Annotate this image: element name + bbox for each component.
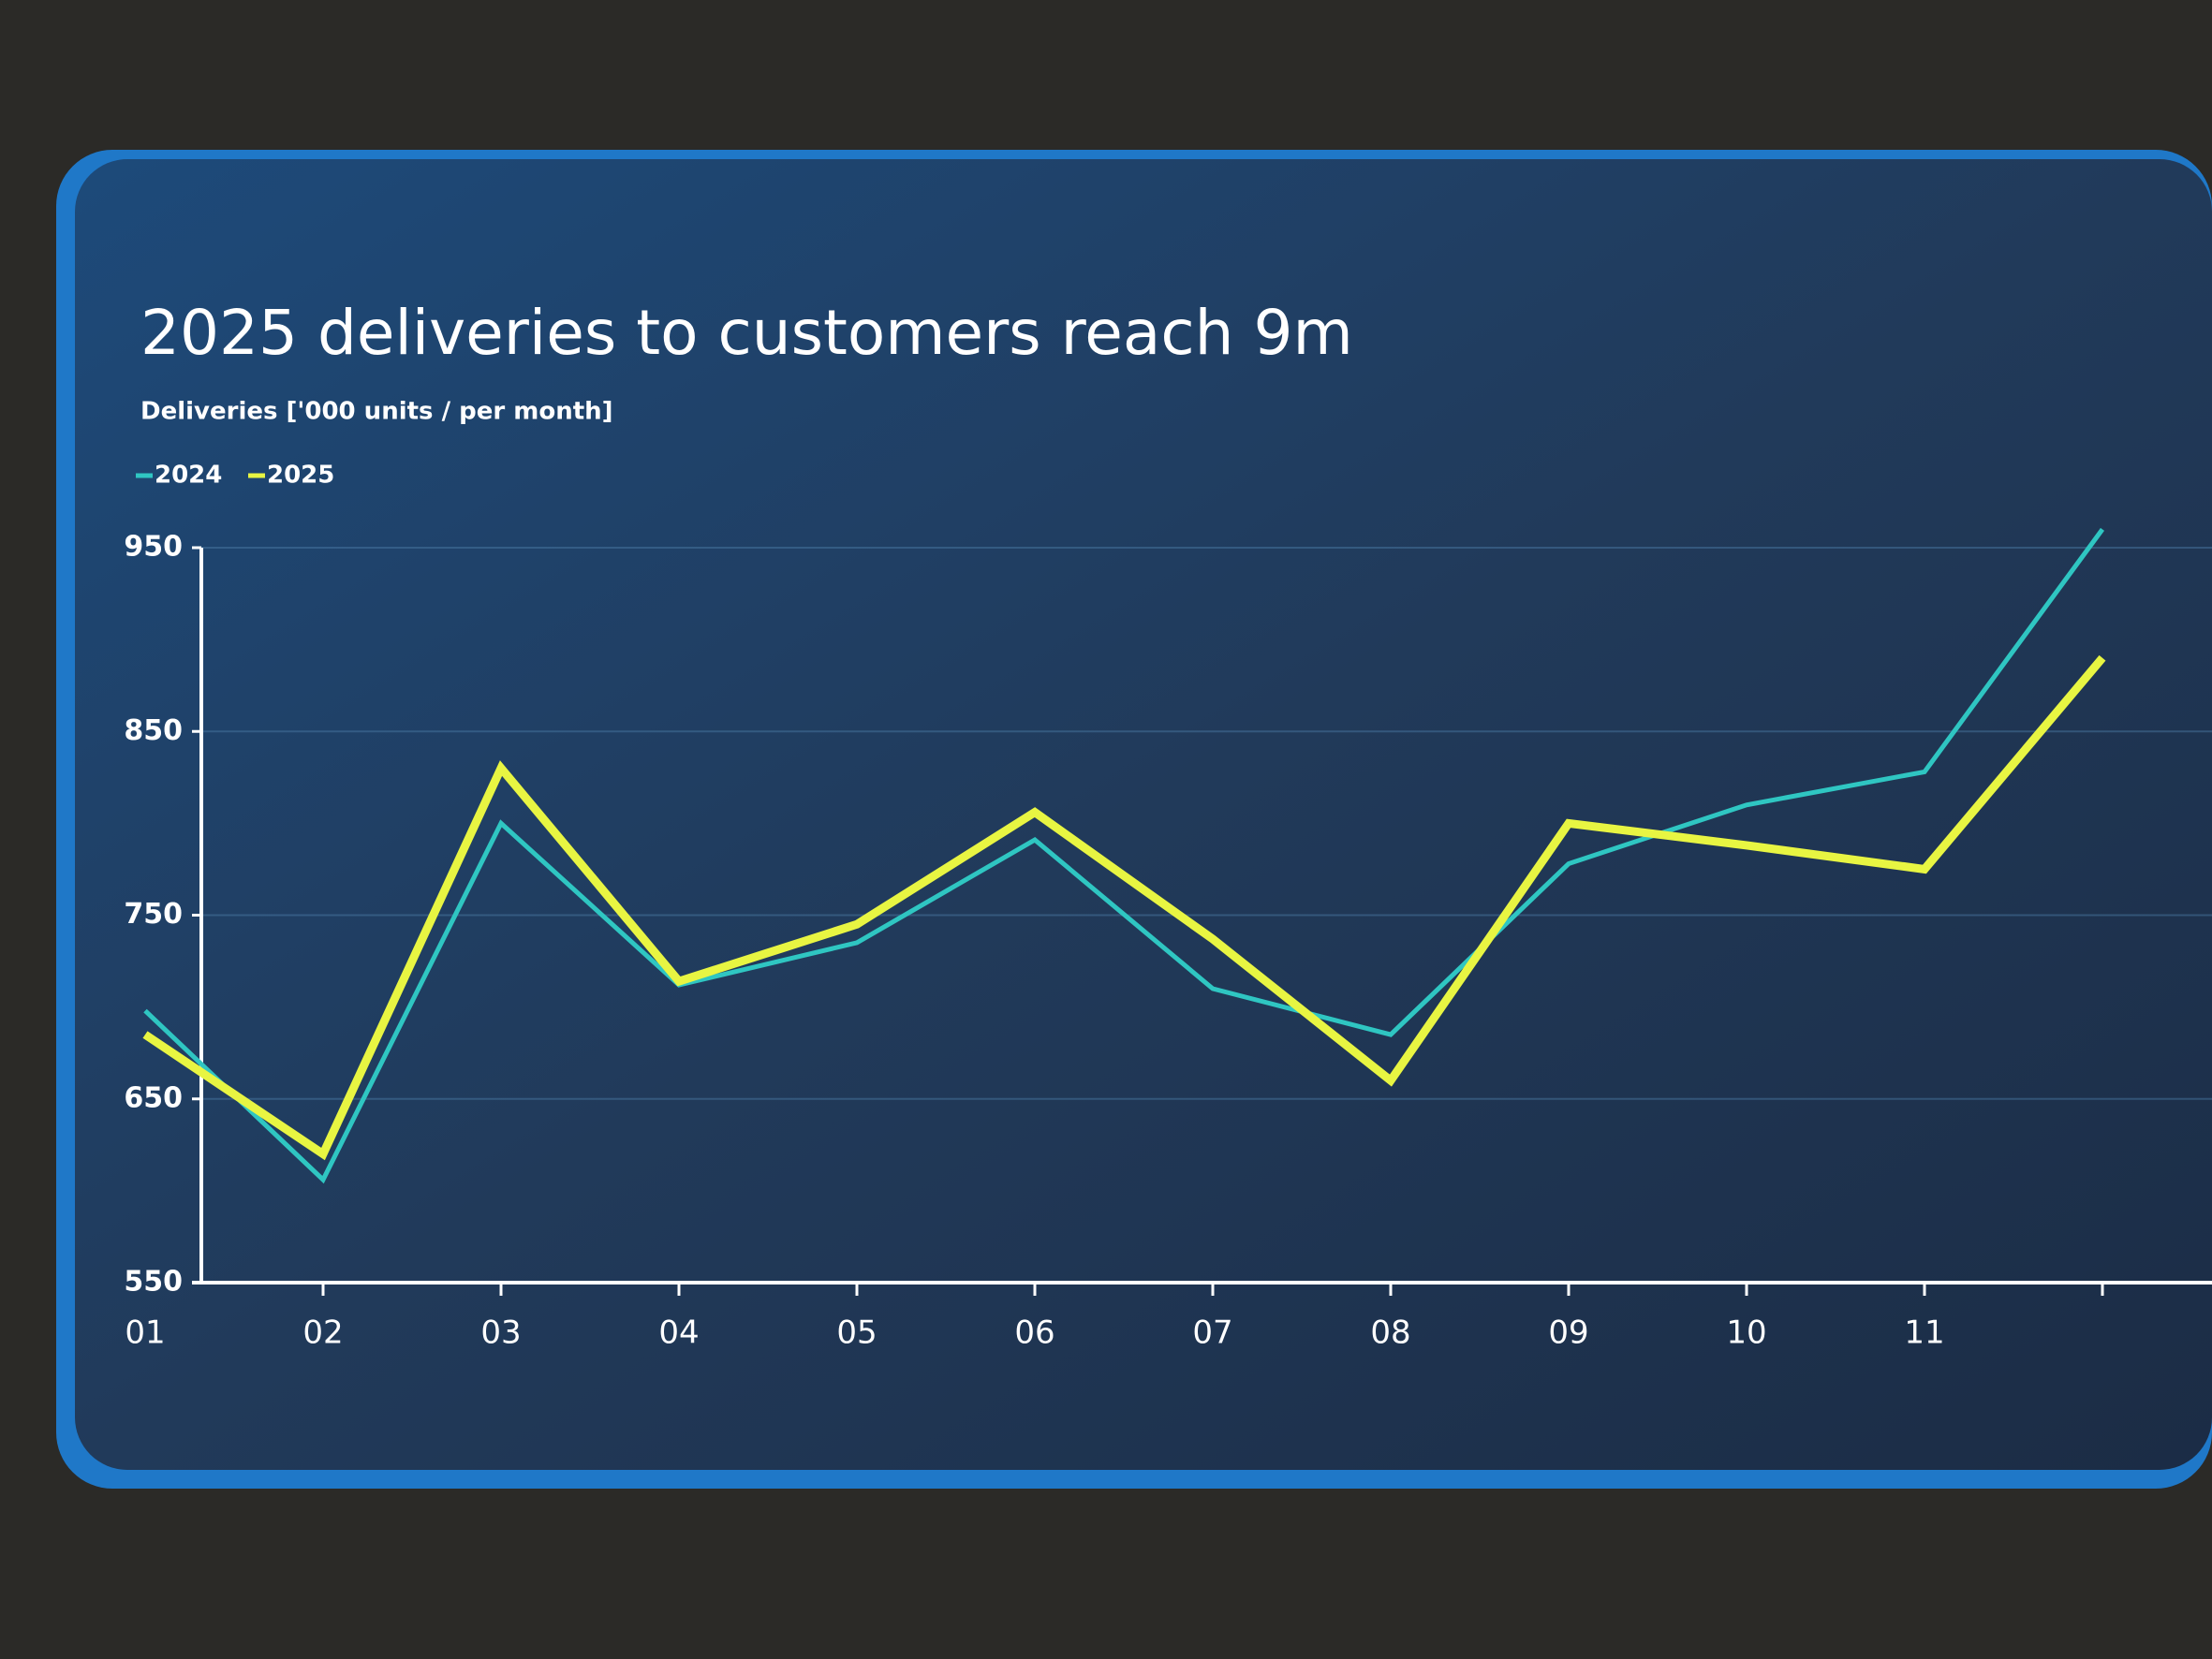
chart-title: 2025 deliveries to customers reach 9m (140, 297, 1353, 369)
x-tick-label: 09 (1548, 1314, 1588, 1352)
y-tick-label: 550 (124, 1266, 183, 1299)
y-tick-label: 850 (124, 714, 183, 747)
x-tick-label: 04 (658, 1314, 699, 1352)
y-tick-label: 750 (124, 898, 183, 931)
x-tick-label: 05 (836, 1314, 877, 1352)
x-tick-label: 07 (1192, 1314, 1232, 1352)
x-tick-label: 10 (1726, 1314, 1766, 1352)
x-tick-label: 02 (302, 1314, 343, 1352)
chart-subtitle: Deliveries ['000 units / per month] (140, 398, 613, 426)
x-tick-label: 08 (1370, 1314, 1410, 1352)
y-tick-label: 950 (124, 531, 183, 564)
panel (75, 159, 2212, 1470)
legend-label: 2025 (267, 462, 334, 490)
legend-label: 2024 (155, 462, 222, 490)
y-tick-label: 650 (124, 1081, 183, 1114)
x-tick-label: 01 (125, 1314, 165, 1352)
x-tick-label: 06 (1014, 1314, 1054, 1352)
series-line (143, 527, 2105, 1184)
x-tick-label: 11 (1904, 1314, 1944, 1352)
x-tick-label: 03 (480, 1314, 521, 1352)
series-line (142, 654, 2106, 1161)
